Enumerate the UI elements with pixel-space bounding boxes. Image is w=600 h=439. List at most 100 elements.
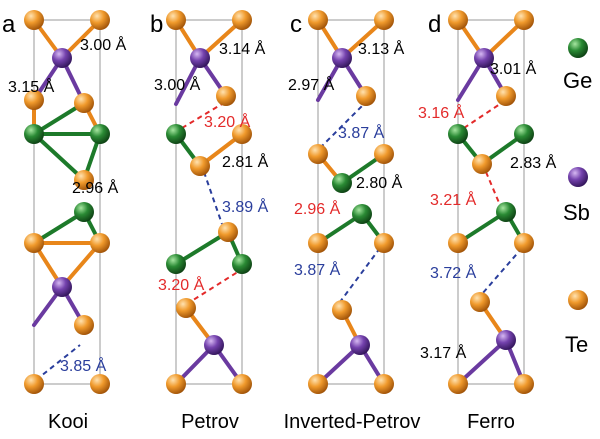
- legend-sb-label: Sb: [563, 200, 590, 225]
- distance-label: 3.89 Å: [222, 197, 269, 216]
- legend-ge-atom: [568, 38, 588, 58]
- panel-a: a 3.00 Å 3.15 Å 2.96 Å 3.85 Å Kooi: [2, 10, 127, 433]
- te-atom: [514, 10, 534, 30]
- te-atom: [308, 374, 328, 394]
- distance-label: 3.20 Å: [158, 275, 205, 294]
- distance-label: 3.14 Å: [219, 39, 266, 58]
- te-atom: [90, 233, 110, 253]
- distance-label: 3.87 Å: [338, 123, 385, 142]
- dashed-bond-d: [463, 103, 501, 129]
- panel-letter-d: d: [428, 11, 441, 38]
- te-atom: [90, 374, 110, 394]
- sb-atom: [190, 48, 210, 68]
- ge-atom: [24, 124, 44, 144]
- distance-label: 3.87 Å: [294, 260, 341, 279]
- sb-atom: [496, 330, 516, 350]
- te-atom: [166, 374, 186, 394]
- panel-letter-c: c: [290, 11, 302, 38]
- te-atom: [308, 233, 328, 253]
- dashed-bond-a: [35, 344, 81, 381]
- te-atom: [24, 10, 44, 30]
- atoms-d: [448, 10, 534, 394]
- distance-label: 3.00 Å: [80, 35, 127, 54]
- te-atom: [448, 374, 468, 394]
- ge-atom: [352, 204, 372, 224]
- panel-name-d: Ferro: [467, 411, 515, 433]
- te-atom: [308, 144, 328, 164]
- ge-atom: [90, 124, 110, 144]
- atoms-b: [166, 10, 252, 394]
- distance-label: 2.96 Å: [72, 178, 119, 197]
- dashed-bond-b: [189, 267, 245, 303]
- ge-atom: [232, 254, 252, 274]
- te-atom: [24, 90, 44, 110]
- te-atom: [448, 10, 468, 30]
- panel-b: b 3.14 Å 3.00 Å 3.20 Å 2.81 Å 3.89 Å 3.2…: [150, 10, 269, 433]
- panel-letter-b: b: [150, 11, 163, 38]
- legend-te-atom: [568, 290, 588, 310]
- sb-atom: [52, 277, 72, 297]
- sb-atom: [474, 48, 494, 68]
- te-atom: [356, 86, 376, 106]
- distance-label: 3.85 Å: [60, 356, 107, 375]
- te-atom: [514, 233, 534, 253]
- distance-label: 2.81 Å: [222, 152, 269, 171]
- distance-label: 3.72 Å: [430, 263, 477, 282]
- distance-label: 3.13 Å: [358, 39, 405, 58]
- dashed-bond-c: [339, 247, 381, 303]
- dashed-bond-d: [481, 247, 523, 295]
- panel-letter-a: a: [2, 11, 16, 38]
- te-atom: [90, 10, 110, 30]
- ge-atom: [166, 124, 186, 144]
- te-atom: [374, 10, 394, 30]
- te-atom: [24, 374, 44, 394]
- distance-label: 2.83 Å: [510, 153, 557, 172]
- te-atom: [472, 154, 492, 174]
- ge-atom: [74, 202, 94, 222]
- distance-label: 3.17 Å: [420, 343, 467, 362]
- te-atom: [190, 156, 210, 176]
- distance-label: 3.16 Å: [418, 103, 465, 122]
- panel-name-c: Inverted-Petrov: [284, 411, 421, 433]
- atoms-c: [308, 10, 394, 394]
- dashed-bond-c: [319, 103, 365, 149]
- ge-atom: [496, 202, 516, 222]
- panel-name-b: Petrov: [181, 411, 239, 433]
- te-atom: [24, 233, 44, 253]
- te-atom: [176, 298, 196, 318]
- te-atom: [332, 300, 352, 320]
- dashed-bond-b: [203, 171, 223, 225]
- ge-atom: [166, 254, 186, 274]
- sb-atom: [52, 48, 72, 68]
- panel-name-a: Kooi: [48, 411, 88, 433]
- te-atom: [374, 233, 394, 253]
- legend: Ge Sb Te: [563, 38, 592, 357]
- distance-label: 3.20 Å: [204, 112, 251, 131]
- dashed-bond-b: [181, 103, 223, 129]
- unit-cell-b: [175, 19, 243, 385]
- ge-atom: [332, 173, 352, 193]
- distance-label: 2.80 Å: [356, 173, 403, 192]
- sb-atom: [332, 48, 352, 68]
- legend-ge-label: Ge: [563, 68, 592, 93]
- te-atom: [218, 222, 238, 242]
- te-atom: [496, 86, 516, 106]
- te-atom: [470, 292, 490, 312]
- te-atom: [514, 374, 534, 394]
- ge-atom: [514, 124, 534, 144]
- te-atom: [74, 315, 94, 335]
- te-atom: [74, 93, 94, 113]
- panel-d: d 3.01 Å 3.16 Å 2.83 Å 3.21 Å 3.72 Å 3.1…: [418, 10, 557, 433]
- te-atom: [232, 124, 252, 144]
- te-atom: [308, 10, 328, 30]
- legend-sb-atom: [568, 167, 588, 187]
- te-atom: [74, 170, 94, 190]
- distance-label: 3.21 Å: [430, 190, 477, 209]
- dashed-bond-d: [485, 171, 501, 206]
- te-atom: [448, 233, 468, 253]
- distance-label: 3.15 Å: [8, 77, 55, 96]
- sb-atom: [350, 335, 370, 355]
- te-atom: [374, 144, 394, 164]
- distance-label: 2.96 Å: [294, 199, 341, 218]
